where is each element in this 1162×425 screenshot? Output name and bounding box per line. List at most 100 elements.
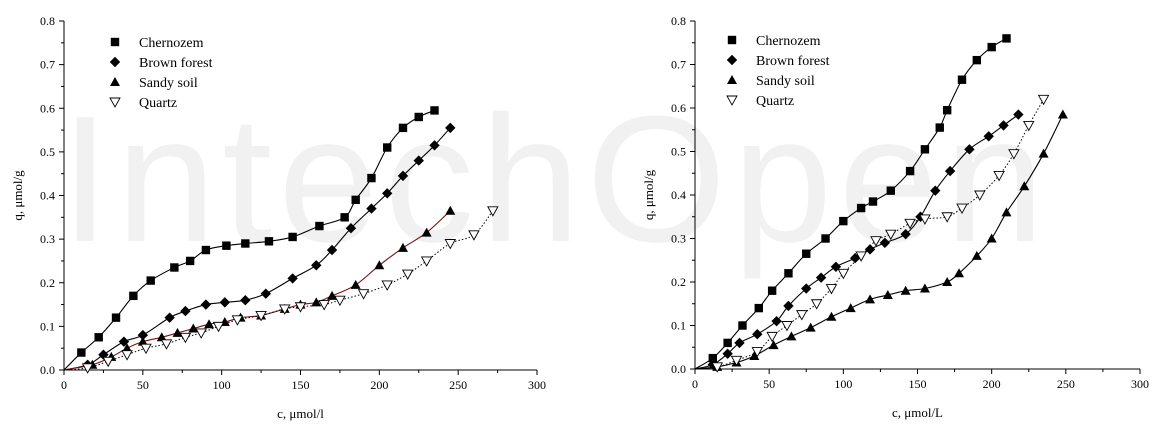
data-point-quartz	[357, 289, 370, 300]
data-point-brown-forest	[200, 299, 212, 310]
x-tick-label: 100	[834, 377, 852, 391]
data-point-sandy-soil	[786, 331, 797, 341]
data-point-sandy-soil	[188, 323, 199, 333]
data-point-sandy-soil	[805, 322, 816, 332]
data-point-sandy-soil	[122, 343, 133, 353]
data-point-brown-forest	[382, 188, 393, 199]
data-point-chernozem	[886, 186, 895, 195]
data-point-brown-forest	[397, 170, 409, 182]
legend-marker-brown-forest	[726, 54, 738, 66]
data-point-quartz	[919, 214, 931, 225]
y-tick-label: 0.4	[671, 188, 686, 202]
data-point-chernozem	[340, 213, 349, 222]
x-tick-label: 300	[1131, 377, 1149, 391]
y-tick-label: 0.3	[671, 232, 686, 246]
data-point-chernozem	[987, 42, 996, 52]
data-point-sandy-soil	[882, 290, 893, 300]
data-point-sandy-soil	[156, 332, 167, 342]
series-curve-sandy-soil	[63, 210, 451, 371]
series-brown-forest	[63, 122, 456, 371]
y-axis-label: q, μmol/g	[10, 170, 25, 221]
data-point-sandy-soil	[172, 327, 183, 337]
data-point-chernozem	[414, 112, 423, 122]
data-point-quartz	[468, 230, 480, 241]
data-point-quartz	[855, 251, 867, 262]
data-point-sandy-soil	[350, 279, 361, 289]
data-point-brown-forest	[311, 260, 322, 271]
legend-label-sandy-soil: Sandy soil	[756, 74, 815, 89]
data-point-brown-forest	[722, 348, 733, 359]
data-point-chernozem	[972, 55, 982, 65]
data-point-quartz	[160, 339, 173, 350]
legend-marker-chernozem	[727, 35, 737, 45]
data-point-brown-forest	[930, 185, 941, 196]
data-point-quartz	[751, 347, 764, 358]
data-point-chernozem	[738, 321, 747, 330]
data-point-quartz	[102, 356, 114, 368]
data-point-quartz	[904, 218, 916, 230]
legend-label-chernozem: Chernozem	[756, 34, 821, 49]
data-point-quartz	[212, 321, 225, 333]
data-point-sandy-soil	[749, 350, 760, 360]
data-point-chernozem	[367, 173, 376, 183]
legend-label-quartz: Quartz	[139, 96, 177, 111]
chart-panel-right: 0 50 100 150 200 250 300 0.0 0.1 0.2 0.3 0.4 0.5 0.6 0…	[641, 14, 1149, 420]
x-tick-label: 250	[1057, 377, 1075, 391]
data-point-sandy-soil	[826, 311, 837, 321]
data-point-quartz	[711, 362, 724, 373]
y-tick-label: 0.3	[40, 232, 55, 246]
y-tick-label: 0.1	[40, 319, 55, 333]
data-point-sandy-soil	[971, 250, 982, 260]
data-point-quartz	[420, 256, 433, 267]
data-point-quartz	[401, 269, 414, 280]
y-tick-label: 0.2	[40, 276, 55, 290]
y-tick-label: 0.7	[671, 58, 686, 72]
data-point-brown-forest	[137, 329, 149, 341]
y-tick-label: 0.8	[671, 14, 686, 28]
series-curve-quartz	[63, 210, 494, 371]
data-point-chernozem	[957, 75, 967, 84]
data-point-quartz	[121, 350, 133, 361]
data-point-chernozem	[920, 145, 930, 154]
data-point-quartz	[825, 284, 838, 295]
x-tick-label: 250	[449, 378, 467, 392]
y-axis-label: q, μmol/g	[641, 169, 656, 220]
data-point-quartz	[179, 332, 192, 344]
data-point-chernozem	[170, 263, 179, 272]
x-tick-label: 300	[528, 378, 546, 392]
series-quartz	[63, 206, 499, 374]
data-point-chernozem	[201, 245, 211, 255]
x-tick-label: 0	[692, 377, 698, 391]
data-point-chernozem	[942, 105, 952, 115]
data-point-quartz	[1008, 149, 1020, 160]
data-point-chernozem	[383, 143, 392, 152]
legend-marker-sandy-soil	[727, 75, 737, 84]
y-tick-label: 0.2	[671, 275, 686, 289]
y-tick-label: 0.5	[671, 145, 686, 159]
data-point-quartz	[1037, 94, 1050, 106]
y-tick-label: 0.6	[40, 101, 55, 115]
data-point-chernozem	[839, 216, 848, 226]
data-point-chernozem	[185, 256, 195, 266]
data-point-brown-forest	[734, 337, 745, 349]
x-tick-label: 50	[763, 377, 775, 391]
data-point-quartz	[796, 310, 808, 321]
data-point-sandy-soil	[1001, 207, 1012, 217]
data-point-quartz	[334, 295, 346, 307]
legend-label-quartz: Quartz	[756, 94, 794, 109]
x-tick-label: 150	[292, 378, 310, 392]
x-tick-label: 150	[909, 377, 927, 391]
data-point-brown-forest	[783, 300, 794, 312]
chart-legend: Chernozem Brown forest Sandy soil Quartz	[109, 36, 213, 111]
legend-label-chernozem: Chernozem	[139, 36, 204, 51]
data-point-quartz	[278, 304, 291, 315]
data-point-brown-forest	[445, 122, 456, 134]
data-point-chernozem	[856, 203, 866, 213]
data-point-chernozem	[222, 241, 231, 250]
chart-panel-left: 0 50 100 150 200 250 300 0.0 0.1 0.2 0.3 0.4 0.5 0.6 0…	[10, 14, 546, 421]
legend-label-brown-forest: Brown forest	[139, 56, 213, 71]
y-tick-label: 0.6	[671, 101, 686, 115]
data-point-quartz	[810, 299, 823, 310]
data-point-quartz	[1022, 120, 1035, 132]
